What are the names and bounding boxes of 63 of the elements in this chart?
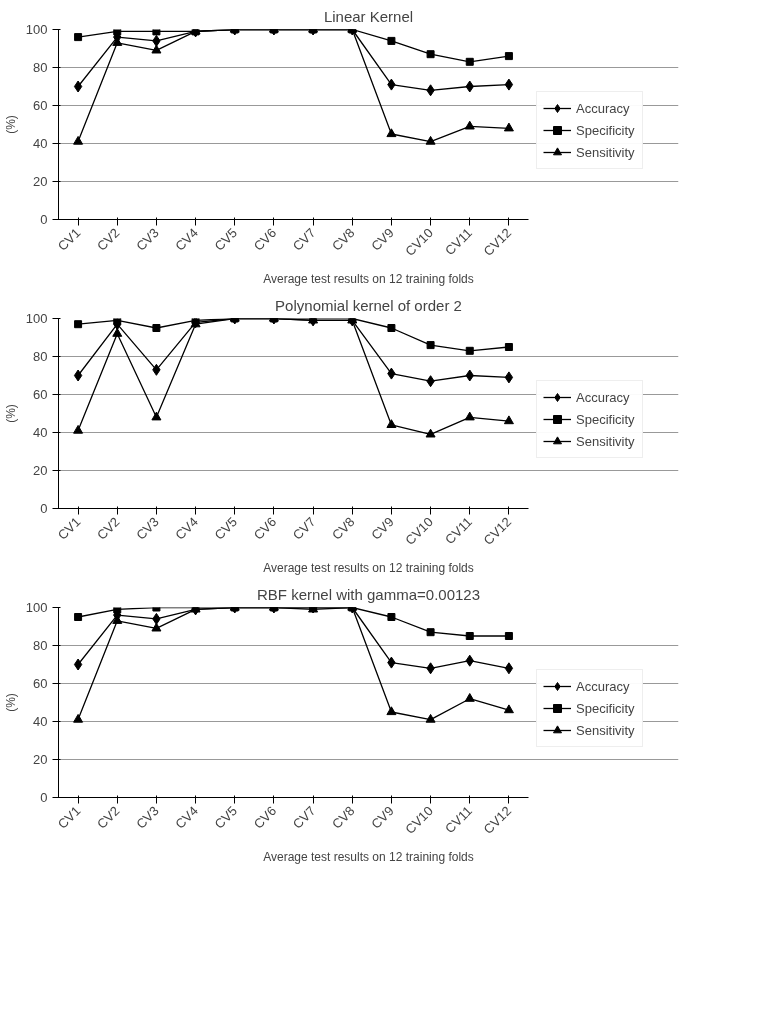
- x-tick-label: CV4: [172, 225, 201, 254]
- y-tick-label: 20: [33, 752, 48, 767]
- y-tick-label: 20: [33, 174, 48, 189]
- legend-label: Sensitivity: [576, 433, 636, 449]
- legend-label: Accuracy: [576, 389, 631, 405]
- y-tick-label: 40: [33, 714, 48, 729]
- x-tick-label: CV1: [54, 803, 84, 832]
- legend-label: Sensitivity: [576, 722, 636, 738]
- legend-label: Specificity: [576, 411, 636, 427]
- x-tick-label: CV2: [94, 225, 123, 254]
- x-tick-label: CV5: [211, 514, 241, 543]
- x-tick-label: CV7: [289, 514, 319, 543]
- x-tick-label: CV8: [329, 225, 358, 254]
- x-tick-label: CV6: [250, 803, 280, 832]
- x-tick-label: CV7: [289, 225, 319, 254]
- y-tick-label: 40: [33, 136, 48, 151]
- y-tick-label: 60: [33, 387, 48, 402]
- legend-label: Sensitivity: [576, 144, 636, 160]
- y-tick-label: 80: [33, 349, 48, 364]
- legend-label: Specificity: [576, 700, 636, 716]
- chart-title: Linear Kernel: [323, 7, 414, 25]
- legend-label: Accuracy: [576, 100, 631, 116]
- x-tick-label: CV4: [172, 803, 201, 832]
- y-tick-label: 20: [33, 463, 48, 478]
- x-tick-label: CV1: [54, 514, 84, 543]
- x-tick-label: CV9: [368, 803, 397, 832]
- y-tick-label: 80: [33, 638, 48, 653]
- y-axis-title: (%): [3, 404, 18, 423]
- y-tick-label: 60: [33, 98, 48, 113]
- x-tick-label: CV8: [329, 514, 358, 543]
- y-tick-label: 0: [40, 501, 48, 516]
- x-tick-label: CV7: [289, 803, 319, 832]
- x-tick-label: CV1: [54, 225, 84, 254]
- x-tick-label: CV6: [250, 225, 280, 254]
- x-axis-title: Average test results on 12 training folds: [263, 850, 474, 865]
- legend-label: Accuracy: [576, 678, 631, 694]
- y-axis-title: (%): [3, 693, 18, 712]
- x-tick-label: CV5: [211, 803, 241, 832]
- x-tick-label: CV5: [211, 225, 241, 254]
- x-tick-label: CV9: [368, 225, 397, 254]
- x-tick-label: CV2: [94, 514, 123, 543]
- x-tick-label: CV3: [133, 803, 162, 832]
- x-tick-label: CV3: [133, 225, 162, 254]
- x-axis-title: Average test results on 12 training folds: [263, 561, 474, 576]
- x-tick-label: CV2: [94, 803, 123, 832]
- y-axis-title: (%): [3, 115, 18, 134]
- y-tick-label: 40: [33, 425, 48, 440]
- x-tick-label: CV9: [368, 514, 397, 543]
- x-tick-label: CV4: [172, 514, 201, 543]
- y-tick-label: 100: [25, 22, 48, 37]
- chart-title: RBF kernel with gamma=0.00123: [256, 585, 481, 603]
- chart-title: Polynomial kernel of order 2: [275, 296, 462, 314]
- y-tick-label: 0: [40, 212, 48, 227]
- x-tick-label: CV6: [250, 514, 280, 543]
- y-tick-label: 80: [33, 60, 48, 75]
- x-tick-label: CV3: [133, 514, 162, 543]
- x-axis-title: Average test results on 12 training folds: [263, 272, 474, 287]
- y-tick-label: 60: [33, 676, 48, 691]
- y-tick-label: 100: [25, 311, 48, 326]
- y-tick-label: 0: [40, 790, 48, 805]
- x-tick-label: CV8: [329, 803, 358, 832]
- legend-label: Specificity: [576, 122, 636, 138]
- y-tick-label: 100: [25, 600, 48, 615]
